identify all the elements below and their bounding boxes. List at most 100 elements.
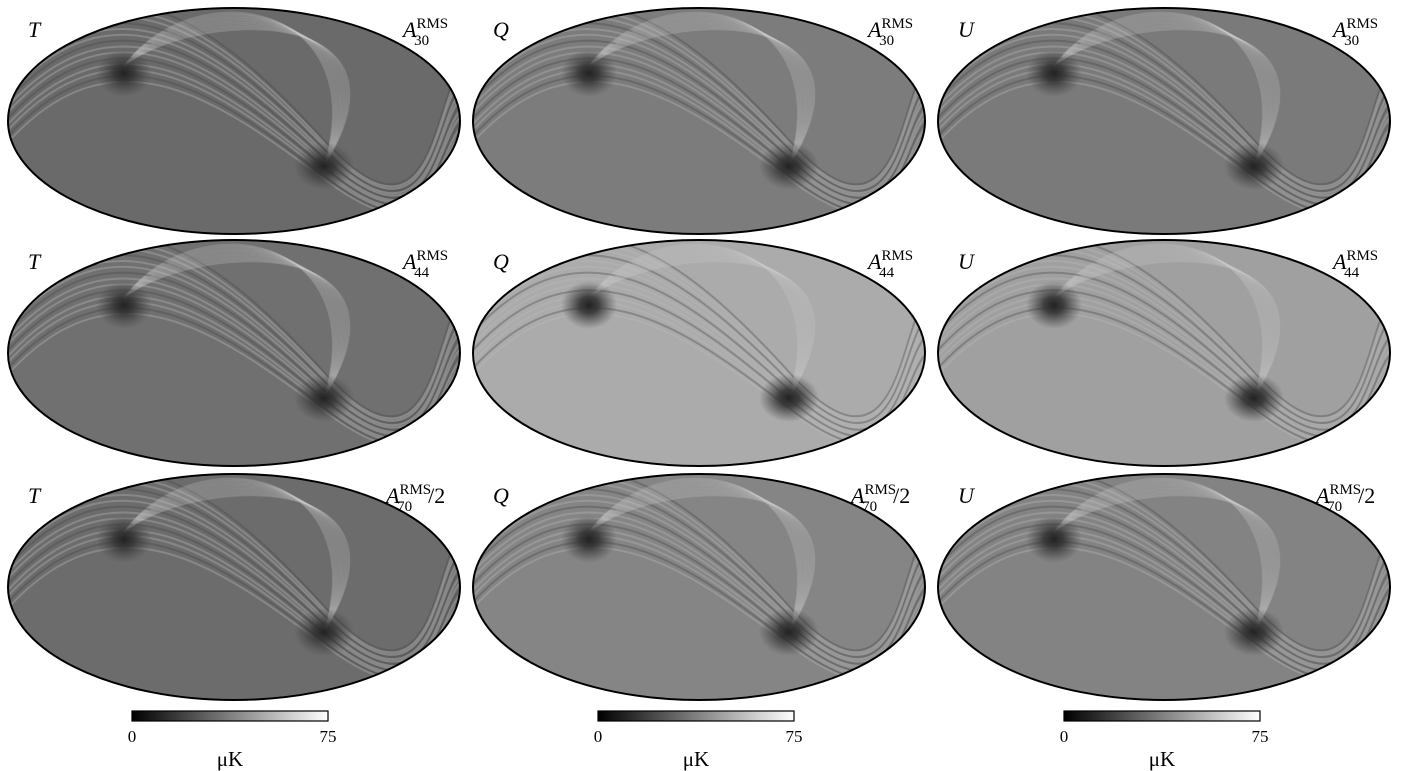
scan-loop [1053, 494, 1281, 633]
scan-loop [588, 493, 814, 633]
symbol: A [384, 483, 400, 508]
scan-loop [1053, 20, 1272, 167]
scan-loop [588, 258, 813, 399]
scan-loop [588, 28, 816, 167]
map-panel: T ARMS 44 [7, 239, 461, 467]
scan-loop [123, 26, 348, 167]
map-content [473, 8, 925, 234]
suffix: /2 [893, 483, 910, 508]
scan-loop [123, 480, 336, 633]
subscript: 44 [879, 265, 895, 281]
scan-loop [123, 254, 344, 399]
quantity-label: ARMS 70/2 [849, 482, 910, 515]
superscript: RMS [416, 16, 448, 32]
scan-loop [1053, 11, 1264, 167]
map-background [8, 240, 460, 466]
scan-loop [123, 258, 348, 399]
scan-loop [1053, 26, 1278, 167]
scan-arc [8, 474, 460, 652]
map-content [938, 8, 1390, 234]
scan-loop [1053, 15, 1267, 167]
symbol: A [401, 17, 417, 42]
superscript: RMS [1329, 482, 1361, 498]
scan-loop [123, 256, 346, 399]
pole [759, 374, 819, 422]
scan-loop [588, 482, 804, 633]
superscript: RMS [1346, 248, 1378, 264]
scan-loop [123, 13, 335, 167]
symbol: A [1314, 483, 1330, 508]
stokes-label: U [958, 17, 976, 42]
colorbar-max: 75 [1252, 727, 1269, 746]
symbol: A [1331, 17, 1347, 42]
stokes-label: T [28, 17, 42, 42]
scan-loop [588, 477, 799, 633]
map-panel: T ARMS 70/2 [7, 473, 461, 701]
scan-loop [588, 255, 810, 399]
stokes-label: T [28, 483, 42, 508]
scan-loop [1053, 22, 1274, 167]
scan-loop [1053, 477, 1264, 633]
scan-loop [588, 19, 806, 167]
map-panel: U ARMS 70/2 [937, 473, 1391, 701]
scan-loop [123, 248, 339, 399]
map-background [938, 240, 1390, 466]
suffix: /2 [1358, 483, 1375, 508]
pole [96, 515, 152, 563]
scan-loop [1053, 256, 1276, 399]
scan-loop [1053, 16, 1269, 167]
scan-loop [1053, 243, 1264, 399]
scan-loop [123, 16, 339, 167]
pole [1224, 608, 1284, 656]
quantity-label: ARMS 30 [401, 16, 448, 49]
scan-loop [1053, 493, 1279, 633]
scan-loop [1053, 251, 1271, 399]
scan-loop [123, 19, 341, 167]
colorbar-max: 75 [786, 727, 803, 746]
scan-loop [588, 254, 809, 399]
map-content [8, 8, 460, 234]
scan-loop [123, 20, 342, 167]
scan-loop [1053, 492, 1278, 633]
scan-loop [123, 482, 339, 633]
scan-loop [588, 485, 806, 633]
stokes-label: Q [493, 249, 509, 274]
scan-loop [1053, 247, 1267, 399]
map-outline [7, 239, 461, 467]
quantity-label: ARMS 44 [1331, 248, 1378, 281]
scan-loop [123, 22, 344, 167]
scan-loop [588, 260, 816, 399]
scan-loop [588, 490, 811, 633]
scan-loop [123, 477, 334, 633]
scan-loop [588, 15, 802, 167]
scan-loop [588, 20, 807, 167]
quantity-label: ARMS 30 [1331, 16, 1378, 49]
map-background [938, 8, 1390, 234]
scan-loop [123, 490, 346, 633]
subscript: 70 [397, 499, 412, 515]
scan-loop [588, 481, 802, 633]
scan-loop [588, 252, 807, 399]
quantity-label: ARMS 44 [866, 248, 913, 281]
pole [561, 515, 617, 563]
scan-loop [1053, 23, 1275, 167]
pole [96, 281, 152, 329]
scan-loop [123, 488, 344, 633]
scan-loop [588, 11, 799, 167]
scan-loop [1053, 485, 1271, 633]
scan-loop [1053, 486, 1272, 633]
scan-loop [1053, 246, 1266, 399]
scan-loop [123, 14, 336, 167]
subscript: 70 [1327, 499, 1342, 515]
map-background [8, 8, 460, 234]
scan-loop [1053, 252, 1272, 399]
scan-loop [588, 480, 801, 633]
scan-loop [588, 479, 800, 633]
scan-loop [588, 26, 813, 167]
scan-loop [1053, 248, 1269, 399]
colorbar [131, 710, 329, 722]
superscript: RMS [416, 248, 448, 264]
map-content [938, 240, 1390, 466]
superscript: RMS [864, 482, 896, 498]
scan-loop [1053, 28, 1281, 167]
